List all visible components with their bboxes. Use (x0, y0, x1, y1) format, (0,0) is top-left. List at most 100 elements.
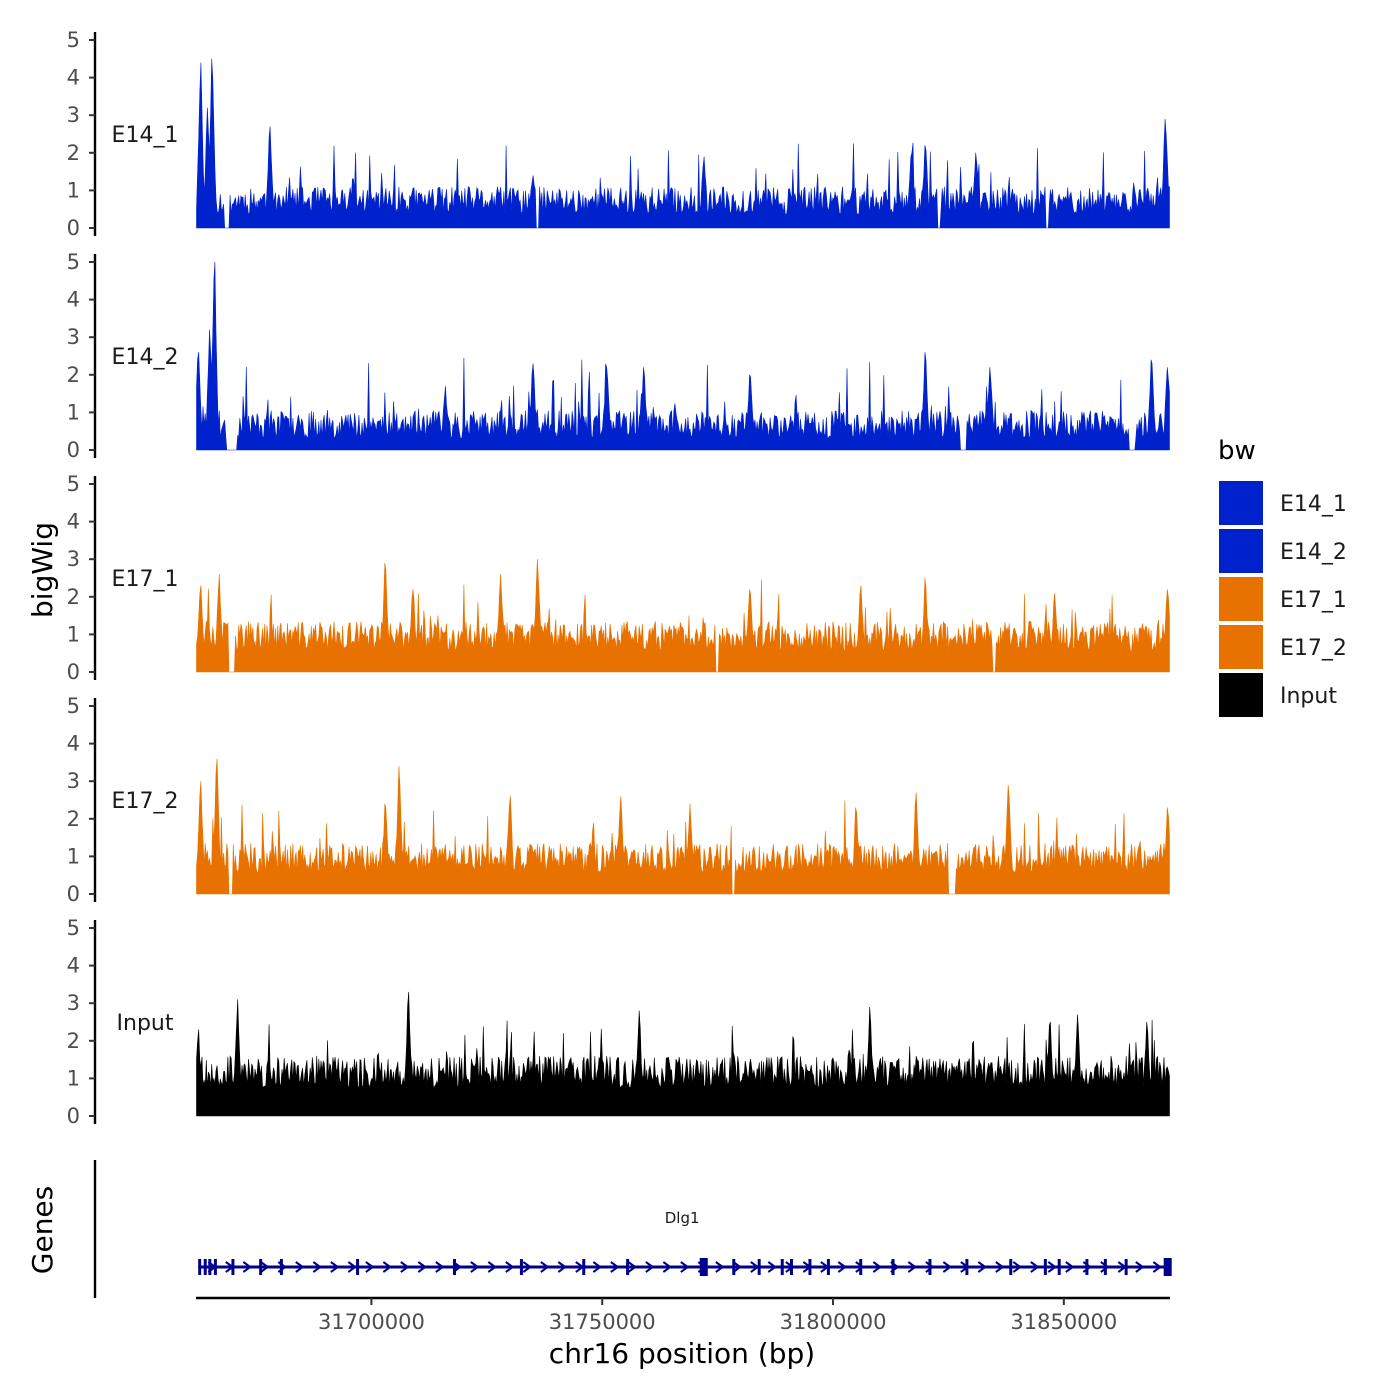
exon (453, 1259, 457, 1275)
exon (789, 1259, 793, 1275)
strand-arrow (872, 1261, 883, 1273)
y-tick-label-E17_2-2: 2 (67, 807, 80, 831)
y-tick-label-Input-3: 3 (67, 991, 80, 1015)
legend-key-E14_1 (1217, 479, 1265, 527)
strand-arrow (382, 1261, 393, 1273)
strand-arrow (417, 1261, 428, 1273)
strand-arrow (1065, 1261, 1075, 1273)
legend-label-E14_2: E14_2 (1280, 540, 1347, 565)
legend-label-Input: Input (1280, 684, 1337, 709)
coverage-area-E17_2 (196, 758, 1170, 895)
strand-arrow (627, 1261, 638, 1273)
strand-arrow (977, 1261, 988, 1273)
exon (859, 1259, 863, 1275)
x-axis: 31700000 31750000 31800000 31850000 (196, 1296, 1170, 1334)
exon (1103, 1259, 1107, 1275)
strand-arrow (610, 1261, 620, 1273)
strand-arrow (347, 1261, 358, 1273)
y-tick-label-Input-1: 1 (67, 1066, 80, 1090)
exon (928, 1259, 932, 1275)
y-tick-label-Input-0: 0 (67, 1104, 80, 1128)
strand-arrow (435, 1261, 445, 1273)
exon (826, 1259, 830, 1275)
exon (780, 1259, 784, 1275)
y-tick-label-E17_2-0: 0 (67, 882, 80, 906)
exon (279, 1259, 283, 1275)
strand-arrow (942, 1261, 953, 1273)
strand-arrow (540, 1261, 550, 1273)
exon (732, 1259, 736, 1275)
legend-label-E17_1: E17_1 (1280, 588, 1347, 613)
track-label-E14_2: E14_2 (112, 345, 179, 370)
legend-key-E14_2 (1217, 527, 1265, 575)
strand-arrow (715, 1261, 725, 1273)
legend-key-Input (1217, 671, 1265, 719)
y-tick-label-E14_2-5: 5 (67, 250, 80, 274)
exon (891, 1259, 895, 1275)
strand-arrow (312, 1261, 323, 1273)
exon (203, 1259, 207, 1275)
exon (757, 1259, 761, 1275)
coverage-tracks: 0 1 2 3 4 5 E14_1 0 1 2 3 4 5 E14_2 0 1 2 3 4 5 E17_1 0 1 2 3 4 5 E… (67, 28, 1170, 1128)
gene-label-Dlg1: Dlg1 (665, 1209, 700, 1227)
y-tick-label-E17_1-2: 2 (67, 585, 80, 609)
exon (582, 1259, 586, 1275)
strand-arrow (1135, 1261, 1145, 1273)
y-tick-label-E14_2-2: 2 (67, 363, 80, 387)
track-label-Input: Input (117, 1011, 174, 1036)
y-tick-label-E17_1-0: 0 (67, 660, 80, 684)
legend-title: bw (1218, 436, 1256, 466)
y-tick-label-E14_2-1: 1 (67, 400, 80, 424)
strand-arrow (767, 1261, 778, 1273)
strand-arrow (295, 1261, 305, 1273)
y-tick-label-E17_2-1: 1 (67, 844, 80, 868)
track-label-E17_2: E17_2 (112, 789, 179, 814)
strand-arrow (505, 1261, 515, 1273)
legend-label-E17_2: E17_2 (1280, 636, 1347, 661)
y-tick-label-Input-5: 5 (67, 916, 80, 940)
legend-key-E17_2 (1217, 623, 1265, 671)
exon (208, 1259, 212, 1275)
y-tick-label-E17_1-4: 4 (67, 510, 80, 534)
track-label-E17_1: E17_1 (112, 567, 179, 592)
exon-large (1163, 1258, 1172, 1276)
strand-arrow (487, 1261, 498, 1273)
y-tick-label-E14_2-4: 4 (67, 288, 80, 312)
strand-arrow (907, 1261, 918, 1273)
strand-arrow (837, 1261, 848, 1273)
strand-arrow (732, 1261, 743, 1273)
strand-arrow (365, 1261, 375, 1273)
x-axis-title: chr16 position (bp) (549, 1337, 815, 1370)
x-tick-label-31800000: 31800000 (780, 1310, 887, 1334)
track-label-E14_1: E14_1 (112, 123, 179, 148)
y-tick-label-E17_1-3: 3 (67, 547, 80, 571)
legend-label-E14_1: E14_1 (1280, 492, 1347, 517)
y-tick-label-E17_2-4: 4 (67, 732, 80, 756)
strand-arrow (645, 1261, 655, 1273)
strand-arrow (470, 1261, 480, 1273)
strand-arrow (260, 1261, 270, 1273)
exon (231, 1259, 235, 1275)
strand-arrow (662, 1261, 673, 1273)
exon (1085, 1259, 1089, 1275)
strand-arrow (855, 1261, 865, 1273)
y-tick-label-E17_2-3: 3 (67, 769, 80, 793)
strand-arrow (925, 1261, 935, 1273)
exon (965, 1259, 969, 1275)
coverage-area-Input (196, 991, 1170, 1117)
exon (213, 1259, 217, 1275)
gene-track: Dlg1 (93, 1160, 1172, 1298)
strand-arrow (242, 1261, 253, 1273)
y-tick-label-E14_1-2: 2 (67, 141, 80, 165)
y-tick-label-Input-4: 4 (67, 954, 80, 978)
y-tick-label-E14_2-3: 3 (67, 325, 80, 349)
strand-arrow (1012, 1261, 1023, 1273)
y-tick-label-E14_1-5: 5 (67, 28, 80, 52)
y-tick-label-E14_1-0: 0 (67, 216, 80, 240)
strand-arrow (1030, 1261, 1040, 1273)
exon (356, 1259, 360, 1275)
y-tick-label-E17_1-5: 5 (67, 472, 80, 496)
strand-arrow (995, 1261, 1005, 1273)
exon (626, 1259, 630, 1275)
